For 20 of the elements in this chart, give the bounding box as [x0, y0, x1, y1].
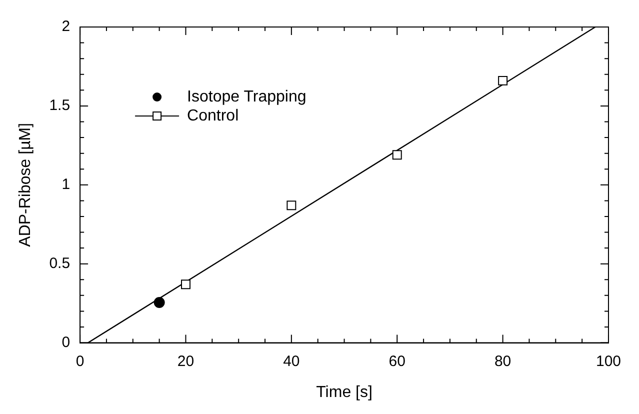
- point: [498, 76, 508, 86]
- x-tick-label: 100: [596, 352, 621, 370]
- x-axis-title: Time [s]: [316, 384, 372, 401]
- y-tick-label: 1.5: [49, 97, 70, 114]
- x-tick-label: 0: [76, 352, 84, 370]
- legend-label: Control: [187, 107, 239, 124]
- legend-label: Isotope Trapping: [187, 88, 306, 106]
- x-tick-label: 20: [177, 352, 194, 370]
- point: [392, 150, 402, 160]
- x-tick-label: 60: [388, 352, 406, 370]
- y-tick-label: 0.5: [49, 254, 70, 272]
- x-tick-label: 40: [283, 352, 300, 370]
- y-axis-title: ADP-Ribose [µM]: [17, 122, 34, 247]
- x-tick-label: 80: [494, 352, 512, 370]
- point: [286, 200, 296, 210]
- point: [180, 280, 190, 290]
- point: [154, 297, 165, 308]
- y-tick-label: 1: [62, 176, 70, 194]
- y-tick-label: 0: [62, 334, 70, 351]
- y-tick-label: 2: [62, 18, 70, 36]
